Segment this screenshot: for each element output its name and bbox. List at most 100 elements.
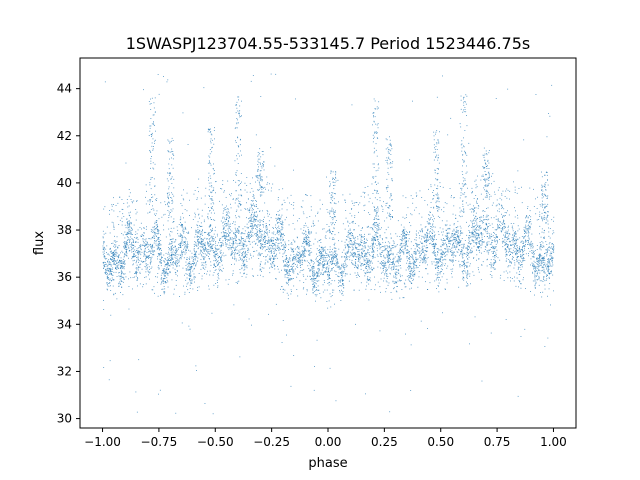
data-point [498, 208, 500, 210]
data-point [539, 254, 541, 256]
data-point [446, 236, 448, 238]
data-point [539, 253, 541, 255]
data-point [416, 267, 418, 269]
data-point [259, 247, 261, 248]
data-point [242, 254, 244, 256]
data-point [405, 234, 407, 235]
data-point [273, 231, 275, 233]
data-point [227, 212, 228, 214]
data-point [128, 230, 130, 232]
data-point [324, 271, 326, 273]
data-point [442, 257, 443, 258]
data-point [234, 221, 236, 223]
data-point [277, 237, 278, 239]
data-point [508, 251, 509, 253]
data-point [163, 270, 164, 272]
data-point [282, 236, 284, 238]
data-point [266, 228, 268, 230]
data-point [414, 260, 415, 262]
data-point [388, 259, 389, 261]
data-point [443, 240, 445, 241]
data-point [312, 278, 314, 280]
data-point [164, 261, 166, 263]
data-point [188, 263, 190, 265]
data-point [117, 255, 119, 257]
data-point [290, 247, 292, 249]
data-point [429, 235, 431, 237]
data-point [122, 267, 124, 269]
data-point [488, 218, 490, 220]
data-point [405, 245, 406, 247]
data-point [514, 245, 515, 247]
data-point [421, 250, 423, 251]
data-point [271, 250, 272, 252]
data-point [225, 230, 227, 231]
data-point [224, 209, 226, 211]
data-point [373, 244, 374, 246]
data-point [372, 250, 374, 251]
data-point [255, 228, 256, 230]
data-point [356, 249, 358, 250]
data-point [115, 254, 117, 256]
data-point [367, 276, 369, 277]
data-point [152, 250, 154, 252]
data-point [165, 282, 167, 284]
data-point [249, 241, 251, 243]
data-point [420, 260, 422, 262]
data-point [182, 236, 183, 238]
data-point [134, 242, 136, 243]
data-point [483, 251, 485, 252]
data-point [502, 224, 504, 225]
data-point [404, 240, 406, 242]
data-point [309, 231, 311, 233]
data-point [125, 234, 127, 236]
data-point [327, 276, 329, 278]
data-point [150, 252, 151, 254]
data-point [244, 263, 246, 265]
data-point [293, 262, 295, 264]
data-point [200, 259, 202, 260]
data-point [211, 230, 213, 231]
data-point [402, 235, 404, 237]
data-point [153, 235, 155, 237]
data-point [329, 278, 330, 279]
data-point [147, 244, 149, 246]
data-point [431, 232, 433, 234]
data-point [412, 273, 414, 275]
data-point [463, 246, 465, 248]
data-point [363, 264, 365, 266]
data-point [504, 241, 506, 243]
data-point [148, 266, 150, 268]
data-point [369, 261, 371, 263]
data-point [255, 219, 257, 221]
data-point [413, 251, 415, 252]
data-point [374, 240, 376, 241]
data-point [309, 264, 311, 266]
data-point [285, 264, 287, 266]
data-point [118, 256, 120, 258]
data-point [373, 241, 374, 243]
data-point [160, 253, 162, 255]
data-point [440, 279, 441, 281]
data-point [281, 245, 283, 246]
data-point [156, 240, 158, 241]
data-point [180, 256, 182, 258]
data-point [161, 281, 163, 283]
data-point [490, 262, 492, 264]
data-point [213, 272, 215, 273]
data-point [495, 237, 496, 239]
data-point [290, 278, 292, 280]
data-point [133, 244, 135, 246]
data-point [377, 241, 379, 242]
data-point [487, 226, 489, 228]
data-point [196, 239, 198, 241]
data-point [413, 265, 415, 267]
data-point [312, 267, 314, 269]
data-point [474, 235, 476, 237]
data-point [322, 261, 323, 263]
data-point [278, 214, 280, 216]
data-point [528, 234, 529, 236]
data-point [206, 249, 208, 251]
data-point [270, 240, 272, 242]
data-point [342, 264, 344, 266]
